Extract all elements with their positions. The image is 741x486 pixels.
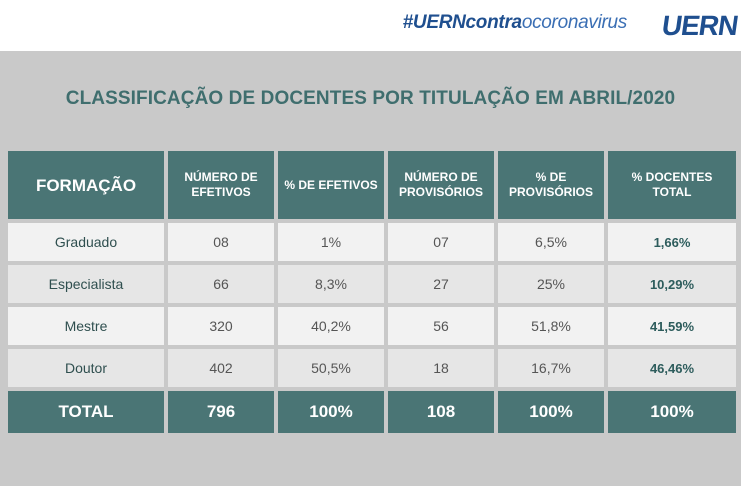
hashtag: #UERNcontraocoronavirus: [402, 12, 628, 34]
total-pct-docentes: 100%: [608, 391, 736, 433]
cell-numero-efetivos: 66: [168, 265, 274, 303]
cell-pct-efetivos: 1%: [278, 223, 384, 261]
hashtag-light: ocoronavirus: [521, 12, 627, 33]
total-label: TOTAL: [8, 391, 164, 433]
cell-numero-provisorios: 07: [388, 223, 494, 261]
cell-pct-total: 10,29%: [608, 265, 736, 303]
cell-pct-efetivos: 40,2%: [278, 307, 384, 345]
header-pct-docentes-total: % DOCENTES TOTAL: [608, 151, 736, 219]
header-formacao: FORMAÇÃO: [8, 151, 164, 219]
header-numero-provisorios: NÚMERO DE PROVISÓRIOS: [388, 151, 494, 219]
cell-numero-efetivos: 08: [168, 223, 274, 261]
cell-pct-total: 1,66%: [608, 223, 736, 261]
cell-pct-provisorios: 16,7%: [498, 349, 604, 387]
cell-pct-total: 46,46%: [608, 349, 736, 387]
table-row: Doutor 402 50,5% 18 16,7% 46,46%: [8, 349, 736, 387]
cell-formacao: Graduado: [8, 223, 164, 261]
cell-pct-total: 41,59%: [608, 307, 736, 345]
total-pct-efetivos: 100%: [278, 391, 384, 433]
header-pct-provisorios: % DE PROVISÓRIOS: [498, 151, 604, 219]
uern-logo: UERN: [659, 10, 740, 41]
table-header-row: FORMAÇÃO NÚMERO DE EFETIVOS % DE EFETIVO…: [8, 151, 736, 219]
cell-pct-efetivos: 8,3%: [278, 265, 384, 303]
header-numero-efetivos: NÚMERO DE EFETIVOS: [168, 151, 274, 219]
table-row: Mestre 320 40,2% 56 51,8% 41,59%: [8, 307, 736, 345]
cell-numero-efetivos: 402: [168, 349, 274, 387]
page-title: CLASSIFICAÇÃO DE DOCENTES POR TITULAÇÃO …: [65, 88, 676, 109]
hashtag-bold: #UERNcontra: [402, 12, 522, 33]
cell-numero-efetivos: 320: [168, 307, 274, 345]
total-numero-efetivos: 796: [168, 391, 274, 433]
titulacao-table: FORMAÇÃO NÚMERO DE EFETIVOS % DE EFETIVO…: [4, 147, 740, 437]
cell-formacao: Doutor: [8, 349, 164, 387]
cell-pct-provisorios: 6,5%: [498, 223, 604, 261]
total-numero-provisorios: 108: [388, 391, 494, 433]
cell-formacao: Especialista: [8, 265, 164, 303]
cell-numero-provisorios: 56: [388, 307, 494, 345]
total-pct-provisorios: 100%: [498, 391, 604, 433]
cell-pct-efetivos: 50,5%: [278, 349, 384, 387]
table-row: Especialista 66 8,3% 27 25% 10,29%: [8, 265, 736, 303]
table-total-row: TOTAL 796 100% 108 100% 100%: [8, 391, 736, 433]
cell-formacao: Mestre: [8, 307, 164, 345]
cell-pct-provisorios: 51,8%: [498, 307, 604, 345]
cell-numero-provisorios: 18: [388, 349, 494, 387]
cell-numero-provisorios: 27: [388, 265, 494, 303]
table-row: Graduado 08 1% 07 6,5% 1,66%: [8, 223, 736, 261]
header-pct-efetivos: % DE EFETIVOS: [278, 151, 384, 219]
header-bar: #UERNcontraocoronavirus UERN: [0, 0, 741, 51]
cell-pct-provisorios: 25%: [498, 265, 604, 303]
